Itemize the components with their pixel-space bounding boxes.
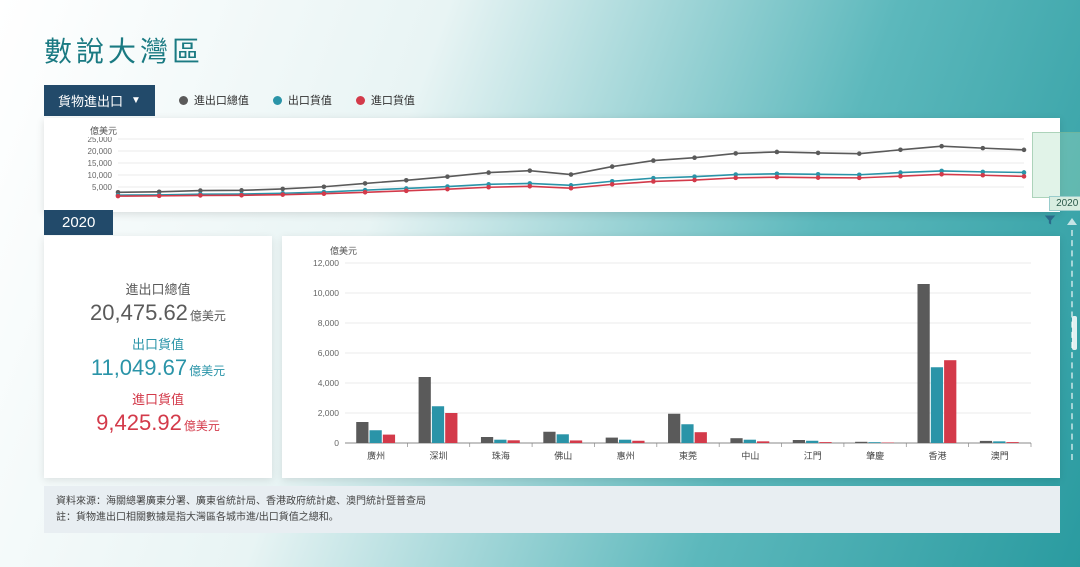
stat-value: 11,049.67億美元	[91, 355, 225, 381]
svg-text:10,000: 10,000	[313, 288, 339, 298]
legend-item[interactable]: 進口貨值	[356, 92, 415, 108]
timeline-y-unit: 億美元	[56, 124, 1048, 137]
metric-selector-label: 貨物進出口	[58, 91, 123, 110]
main-row: 進出口總值 20,475.62億美元出口貨值 11,049.67億美元進口貨值 …	[44, 236, 1060, 478]
stat-label: 進出口總值	[90, 279, 226, 298]
legend-item[interactable]: 出口貨值	[273, 92, 332, 108]
bar[interactable]	[570, 440, 582, 443]
stat-block: 出口貨值 11,049.67億美元	[91, 334, 225, 381]
bar[interactable]	[543, 432, 555, 443]
footer-source: 資料來源：海關總署廣東分署、廣東省統計局、香港政府統計處、澳門統計暨普查局	[56, 494, 1048, 510]
timeline-chart[interactable]: 5,000 10,000 15,000 20,000 25,000	[56, 137, 1048, 205]
stats-panel: 進出口總值 20,475.62億美元出口貨值 11,049.67億美元進口貨值 …	[44, 236, 272, 478]
bar[interactable]	[370, 430, 382, 443]
svg-text:江門: 江門	[804, 451, 822, 461]
bar[interactable]	[980, 441, 992, 443]
bar[interactable]	[757, 441, 769, 443]
bar[interactable]	[681, 424, 693, 443]
svg-text:0: 0	[334, 438, 339, 448]
bar[interactable]	[668, 414, 680, 443]
svg-text:東莞: 東莞	[679, 450, 697, 461]
timeline-year-flag: 2020	[1049, 196, 1080, 211]
svg-text:2,000: 2,000	[318, 408, 340, 418]
bar[interactable]	[1006, 442, 1018, 443]
svg-text:香港: 香港	[928, 450, 946, 461]
bar[interactable]	[494, 440, 506, 443]
filter-icon[interactable]	[1044, 214, 1056, 226]
svg-text:15,000: 15,000	[88, 159, 113, 168]
bar[interactable]	[819, 442, 831, 443]
svg-text:中山: 中山	[741, 450, 759, 461]
bar[interactable]	[695, 432, 707, 443]
legend-dot	[273, 96, 282, 105]
bar[interactable]	[619, 440, 631, 443]
svg-text:深圳: 深圳	[430, 451, 448, 461]
svg-text:肇慶: 肇慶	[866, 450, 884, 461]
bar[interactable]	[944, 360, 956, 443]
legend-dot	[179, 96, 188, 105]
bar[interactable]	[806, 441, 818, 443]
svg-text:4,000: 4,000	[318, 378, 340, 388]
bar[interactable]	[606, 438, 618, 443]
svg-text:10,000: 10,000	[88, 171, 113, 180]
timeline-panel: 億美元 5,00010,00015,00020,00025,000 2020	[44, 118, 1060, 212]
stat-block: 進出口總值 20,475.62億美元	[90, 279, 226, 326]
stat-label: 進口貨值	[96, 389, 220, 408]
bar[interactable]	[557, 434, 569, 443]
metric-selector[interactable]: 貨物進出口 ▼	[44, 85, 155, 116]
footer-notes: 資料來源：海關總署廣東分署、廣東省統計局、香港政府統計處、澳門統計暨普查局 註：…	[44, 486, 1060, 533]
svg-text:5,000: 5,000	[92, 183, 113, 192]
header-row: 貨物進出口 ▼ 進出口總值 出口貨值 進口貨值	[0, 84, 1080, 116]
bar[interactable]	[632, 441, 644, 443]
stat-block: 進口貨值 9,425.92億美元	[96, 389, 220, 436]
legend-dot	[356, 96, 365, 105]
timeline-highlight	[1032, 132, 1080, 198]
svg-text:12,000: 12,000	[313, 258, 339, 268]
svg-text:6,000: 6,000	[318, 348, 340, 358]
bar[interactable]	[730, 438, 742, 443]
bar-chart-panel: 億美元 0 2,000 4,000 6,000 8,000 10,000 12,000 廣州 深…	[282, 236, 1060, 478]
svg-text:佛山: 佛山	[554, 450, 572, 461]
svg-text:惠州: 惠州	[617, 450, 635, 461]
bar[interactable]	[508, 440, 520, 443]
legend-label: 出口貨值	[288, 92, 332, 108]
bar[interactable]	[744, 440, 756, 443]
bar[interactable]	[993, 441, 1005, 443]
bar-y-unit: 億美元	[296, 244, 1046, 257]
legend-item[interactable]: 進出口總值	[179, 92, 249, 108]
bar[interactable]	[356, 422, 368, 443]
svg-text:珠海: 珠海	[492, 450, 510, 461]
bar[interactable]	[793, 440, 805, 443]
bar[interactable]	[383, 435, 395, 443]
page-title: 數說大灣區	[0, 0, 1080, 84]
side-scroll-knob[interactable]	[1072, 316, 1077, 350]
bar-chart[interactable]: 0 2,000 4,000 6,000 8,000 10,000 12,000 廣州 深圳 珠海 佛…	[296, 257, 1046, 465]
bar[interactable]	[868, 442, 880, 443]
bar[interactable]	[917, 284, 929, 443]
bar[interactable]	[419, 377, 431, 443]
selected-year-badge: 2020	[44, 210, 113, 235]
svg-text:澳門: 澳門	[991, 450, 1009, 461]
bar[interactable]	[432, 406, 444, 443]
legend-label: 進出口總值	[194, 92, 249, 108]
stat-value: 20,475.62億美元	[90, 300, 226, 326]
bar[interactable]	[481, 437, 493, 443]
bar[interactable]	[445, 413, 457, 443]
stat-value: 9,425.92億美元	[96, 410, 220, 436]
bar[interactable]	[855, 442, 867, 443]
footer-note: 註：貨物進出口相關數據是指大灣區各城市進/出口貨值之總和。	[56, 510, 1048, 526]
svg-text:8,000: 8,000	[318, 318, 340, 328]
svg-text:廣州: 廣州	[367, 450, 385, 461]
chevron-down-icon: ▼	[131, 95, 141, 106]
svg-text:25,000: 25,000	[88, 137, 113, 144]
svg-text:20,000: 20,000	[88, 147, 113, 156]
bar[interactable]	[931, 367, 943, 443]
legend-label: 進口貨值	[371, 92, 415, 108]
legend: 進出口總值 出口貨值 進口貨值	[179, 92, 415, 108]
stat-label: 出口貨值	[91, 334, 225, 353]
